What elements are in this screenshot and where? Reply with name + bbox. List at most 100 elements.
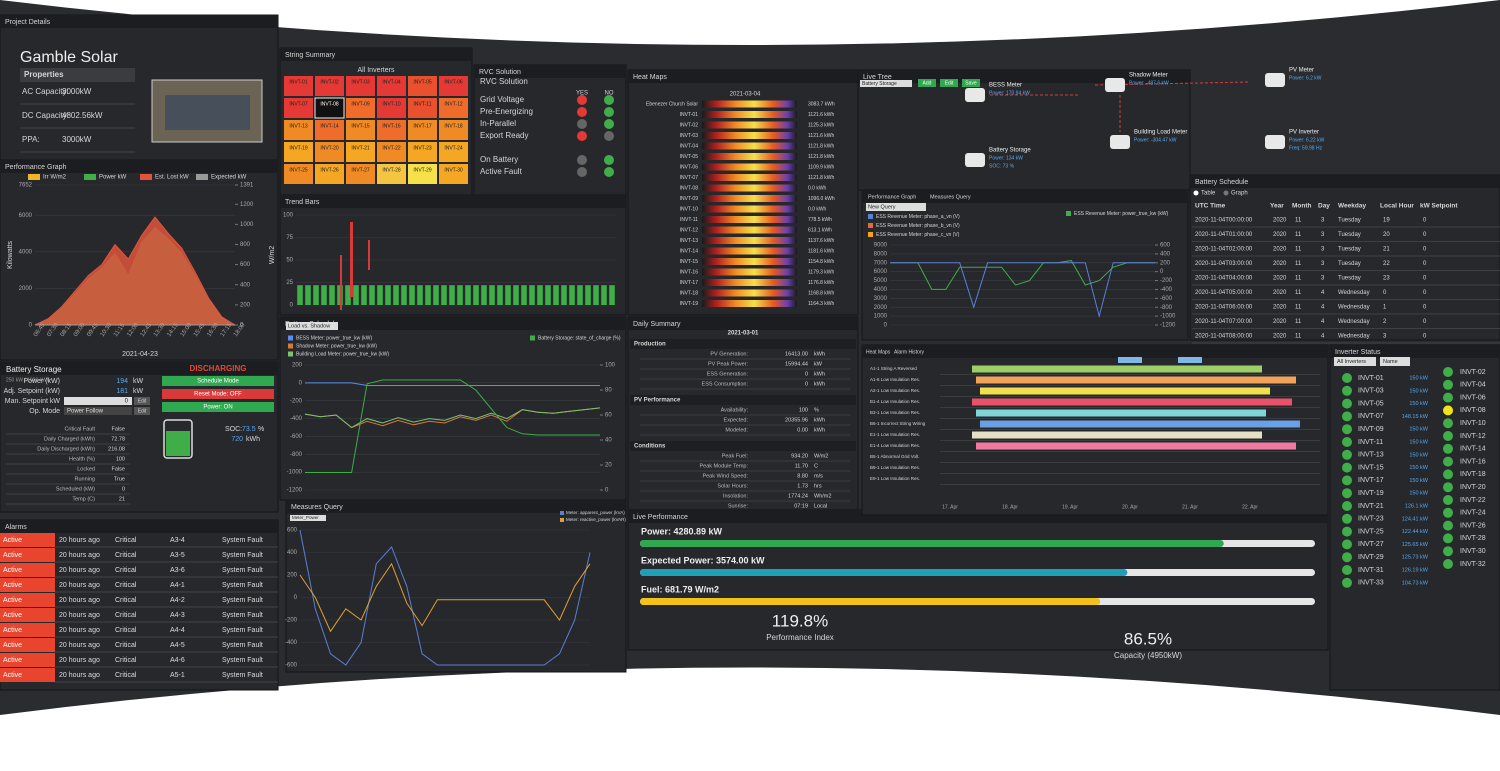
label[interactable]: Table <box>1201 191 1216 197</box>
label[interactable]: Power: ON <box>203 405 232 411</box>
label[interactable]: INVT-26 <box>320 167 339 173</box>
panel-tab[interactable]: Live Performance <box>633 514 688 521</box>
inverter-cell[interactable] <box>377 76 406 96</box>
label[interactable]: INVT-04 <box>382 79 401 85</box>
inverter-cell[interactable] <box>315 164 344 184</box>
inverter-cell[interactable] <box>439 120 468 140</box>
button[interactable] <box>162 402 274 412</box>
label[interactable]: INVT-21 <box>351 145 370 151</box>
label[interactable]: New Query <box>868 204 896 210</box>
panel-tab[interactable]: String Summary <box>285 52 336 59</box>
panel-tab[interactable]: Measures Query <box>291 504 343 511</box>
label[interactable]: Reset Mode: OFF <box>194 392 242 398</box>
inverter-cell[interactable] <box>408 142 437 162</box>
label[interactable]: INVT-03 <box>351 79 370 85</box>
button[interactable] <box>134 407 150 415</box>
label[interactable]: Edit <box>945 80 954 86</box>
label[interactable]: INVT-01 <box>289 79 308 85</box>
inverter-cell[interactable] <box>408 76 437 96</box>
label[interactable]: All Inverters <box>1337 359 1366 365</box>
label[interactable]: INVT-30 <box>444 167 463 173</box>
label[interactable]: INVT-05 <box>413 79 432 85</box>
inverter-cell[interactable] <box>284 120 313 140</box>
panel-tab[interactable]: Heat Maps <box>866 349 891 355</box>
inverter-cell[interactable] <box>439 142 468 162</box>
label[interactable]: INVT-17 <box>413 123 432 129</box>
panel-tab[interactable]: Battery Schedule <box>1195 179 1248 186</box>
inverter-cell[interactable] <box>284 98 313 118</box>
label[interactable]: Name <box>1383 359 1398 365</box>
inverter-cell[interactable] <box>314 97 345 119</box>
inverter-cell[interactable] <box>377 120 406 140</box>
button[interactable] <box>918 79 936 87</box>
inverter-cell[interactable] <box>346 76 375 96</box>
panel-tab[interactable]: Project Details <box>5 19 51 26</box>
label[interactable]: Save <box>965 80 977 86</box>
label[interactable]: INVT-13 <box>289 123 308 129</box>
dropdown[interactable] <box>1334 357 1376 366</box>
label[interactable]: INVT-07 <box>289 101 308 107</box>
button[interactable] <box>962 79 980 87</box>
label[interactable]: Graph <box>1231 191 1248 197</box>
inverter-cell[interactable] <box>315 76 344 96</box>
input[interactable] <box>64 407 132 415</box>
button[interactable] <box>940 79 958 87</box>
label[interactable]: INVT-18 <box>444 123 463 129</box>
dropdown[interactable] <box>1380 357 1410 366</box>
button[interactable] <box>162 389 274 399</box>
panel-tab[interactable]: Measures Query <box>930 194 971 200</box>
label[interactable]: INVT-12 <box>444 101 463 107</box>
label[interactable]: INVT-02 <box>320 79 339 85</box>
inverter-cell[interactable] <box>346 164 375 184</box>
panel-tab[interactable]: Performance Graph <box>868 194 916 200</box>
label[interactable]: INVT-29 <box>413 167 432 173</box>
label[interactable]: INVT-14 <box>320 123 339 129</box>
label[interactable]: INVT-25 <box>289 167 308 173</box>
panel-tab[interactable]: Alarm History <box>894 349 925 355</box>
inverter-cell[interactable] <box>439 164 468 184</box>
panel-tab[interactable]: Daily Summary <box>633 321 681 328</box>
label[interactable]: INVT-27 <box>351 167 370 173</box>
label[interactable]: INVT-20 <box>320 145 339 151</box>
inverter-cell[interactable] <box>377 142 406 162</box>
inverter-cell[interactable] <box>439 98 468 118</box>
inverter-cell[interactable] <box>315 120 344 140</box>
label[interactable]: INVT-16 <box>382 123 401 129</box>
label[interactable]: INVT-11 <box>414 101 432 107</box>
label[interactable]: INVT-09 <box>351 101 370 107</box>
inverter-cell[interactable] <box>284 76 313 96</box>
inverter-cell[interactable] <box>346 120 375 140</box>
button[interactable] <box>162 376 274 386</box>
inverter-cell[interactable] <box>377 98 406 118</box>
label[interactable]: INVT-15 <box>351 123 370 129</box>
inverter-cell[interactable] <box>377 164 406 184</box>
dropdown[interactable] <box>286 322 338 330</box>
label[interactable]: Schedule Mode <box>197 379 239 385</box>
label[interactable]: INVT-06 <box>444 79 463 85</box>
dropdown[interactable] <box>860 80 912 87</box>
dropdown[interactable] <box>290 515 326 521</box>
label[interactable]: INVT-08 <box>320 101 339 107</box>
inverter-cell[interactable] <box>284 164 313 184</box>
label[interactable]: INVT-23 <box>413 145 432 151</box>
label[interactable]: Meter_Power <box>292 515 319 520</box>
label[interactable]: Load vs. Shadow <box>288 323 330 329</box>
inverter-cell[interactable] <box>408 98 437 118</box>
button[interactable] <box>134 397 150 405</box>
panel-tab[interactable]: Heat Maps <box>633 74 667 81</box>
panel-tab[interactable]: Inverter Status <box>1335 349 1381 356</box>
panel-tab[interactable]: RVC Solution <box>479 69 521 76</box>
inverter-cell[interactable] <box>408 164 437 184</box>
label[interactable]: Edit <box>138 398 147 404</box>
inverter-cell[interactable] <box>315 142 344 162</box>
label[interactable]: Edit <box>138 408 147 414</box>
inverter-cell[interactable] <box>346 98 375 118</box>
inverter-cell[interactable] <box>439 76 468 96</box>
panel-tab[interactable]: Alarms <box>5 524 27 531</box>
label[interactable]: INVT-24 <box>444 145 463 151</box>
label[interactable]: INVT-19 <box>289 145 308 151</box>
inverter-cell[interactable] <box>346 142 375 162</box>
label[interactable]: INVT-28 <box>382 167 401 173</box>
label[interactable]: INVT-22 <box>382 145 401 151</box>
label[interactable]: Battery Storage <box>862 81 897 87</box>
